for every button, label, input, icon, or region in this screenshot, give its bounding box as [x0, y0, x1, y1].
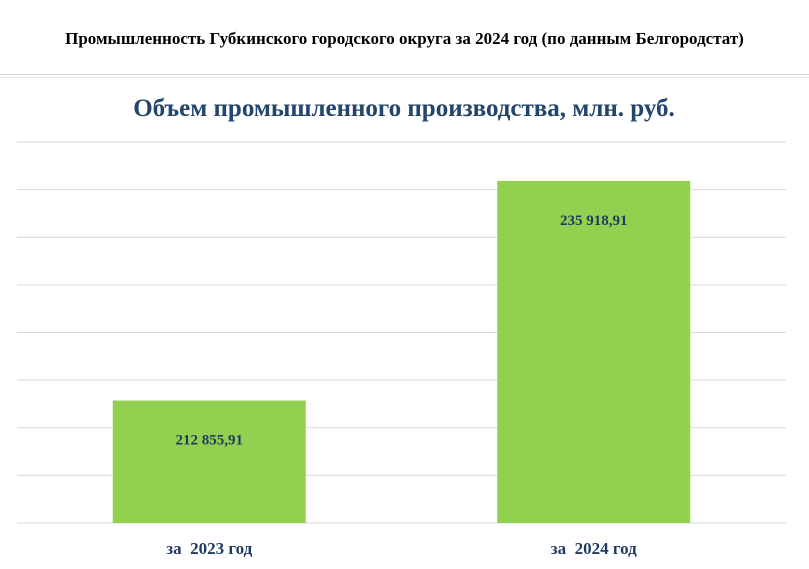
bar-chart: Объем промышленного производства, млн. р… — [17, 95, 786, 558]
header-divider — [0, 74, 809, 75]
page-header: Промышленность Губкинского городского ок… — [65, 29, 744, 48]
header-divider-secondary — [0, 77, 809, 78]
chart-title: Объем промышленного производства, млн. р… — [133, 95, 675, 122]
bar-2 — [497, 180, 691, 523]
data-label-1: 212 855,91 — [176, 433, 244, 449]
data-label-2: 235 918,91 — [560, 213, 628, 229]
category-label-2: за 2024 год — [551, 539, 637, 558]
bars — [112, 180, 691, 523]
data-labels: 212 855,91 235 918,91 — [176, 213, 628, 449]
category-labels: за 2023 год за 2024 год — [166, 539, 637, 558]
bar-1 — [112, 400, 306, 523]
category-label-1: за 2023 год — [166, 539, 252, 558]
